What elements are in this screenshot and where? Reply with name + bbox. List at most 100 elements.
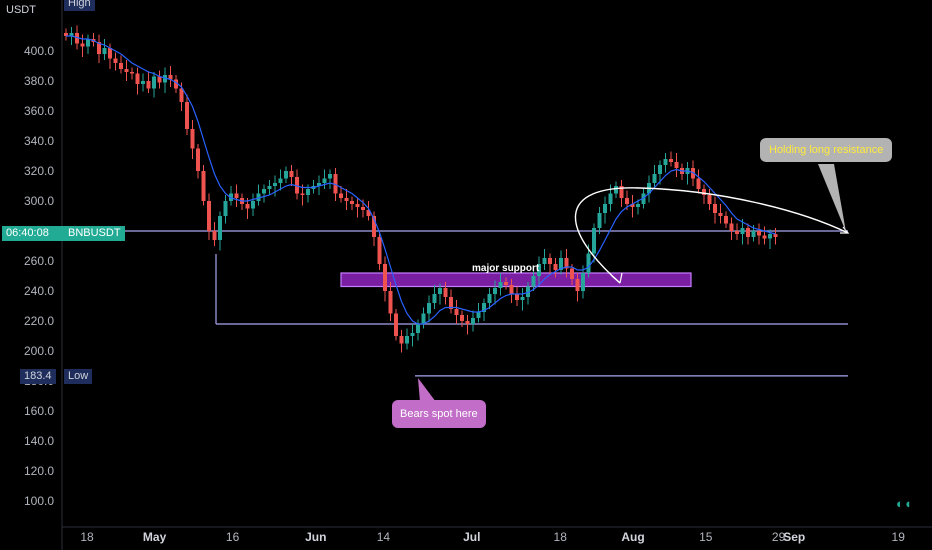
candle: [251, 193, 255, 216]
candle-body: [201, 171, 206, 201]
candle-body: [757, 231, 761, 236]
candle: [383, 256, 387, 302]
candle: [97, 34, 101, 63]
x-tick-label: Sep: [783, 530, 805, 544]
candle-body: [97, 42, 101, 54]
candle: [729, 217, 734, 240]
x-tick-label: 19: [892, 530, 906, 544]
candle-body: [773, 234, 778, 237]
candle-body: [278, 178, 283, 183]
y-tick-label: 120.0: [24, 464, 54, 478]
candle-body: [416, 324, 420, 333]
candle: [328, 169, 332, 189]
candle: [493, 280, 497, 305]
candle-body: [212, 231, 217, 240]
x-tick-label: May: [143, 530, 167, 544]
candle: [553, 258, 558, 278]
candle: [64, 28, 68, 41]
candle-body: [537, 264, 541, 276]
candle-body: [146, 81, 151, 89]
candle: [669, 151, 673, 167]
candle: [773, 228, 778, 245]
candle-body: [564, 258, 569, 269]
y-tick-label: 340.0: [24, 134, 54, 148]
candle-body: [707, 195, 712, 204]
candle: [663, 153, 668, 173]
candle-body: [179, 88, 184, 102]
candle: [707, 189, 712, 210]
low-tag: Low: [64, 369, 93, 384]
candle: [295, 169, 299, 200]
candle-body: [597, 213, 602, 228]
candle-body: [592, 228, 596, 254]
candle-body: [493, 288, 497, 294]
candle-body: [460, 315, 464, 321]
bears-callout[interactable]: Bears spot here: [392, 400, 486, 428]
candle-body: [729, 223, 734, 231]
y-tick-label: 380.0: [24, 74, 54, 88]
candle-body: [218, 216, 222, 240]
candle: [718, 204, 723, 224]
candle: [86, 34, 90, 54]
candle-body: [724, 216, 728, 224]
price-tag-symbol: BNBUSDT: [64, 226, 125, 241]
candle-body: [421, 313, 426, 324]
candle: [141, 73, 145, 92]
candle: [410, 324, 415, 347]
chart-grid: [61, 0, 932, 550]
candle: [212, 222, 217, 246]
candle: [487, 288, 492, 309]
candle: [416, 319, 420, 341]
horizontal-levels: [62, 230, 848, 377]
candle: [658, 160, 662, 185]
candle-body: [762, 235, 767, 239]
candle: [157, 70, 162, 89]
candle: [636, 199, 640, 215]
candle: [746, 223, 750, 245]
candle: [256, 184, 261, 206]
resistance-callout[interactable]: Holding long resistance: [760, 138, 893, 162]
candle-body: [388, 291, 393, 314]
candle: [388, 282, 393, 321]
candle: [262, 184, 266, 203]
candle-body: [234, 193, 239, 198]
candle: [119, 55, 123, 74]
candle: [218, 211, 222, 251]
candle: [575, 273, 580, 302]
candle: [196, 144, 200, 179]
candle: [366, 201, 371, 221]
candle-body: [542, 258, 547, 264]
candle-body: [658, 165, 662, 174]
candle-body: [735, 231, 739, 234]
candle-body: [718, 213, 723, 216]
candle-body: [432, 294, 437, 303]
candle: [449, 289, 453, 314]
candle: [355, 198, 360, 218]
candle-body: [306, 189, 310, 195]
candle: [702, 184, 706, 204]
candle-body: [740, 228, 745, 234]
candle-body: [108, 48, 112, 59]
candle: [229, 186, 233, 206]
x-tick-label: Jun: [305, 530, 326, 544]
candle-body: [366, 210, 371, 216]
candle-body: [102, 48, 107, 54]
candle-body: [575, 279, 580, 291]
candle: [597, 207, 602, 234]
y-axis: 400.0380.0360.0340.0320.0300.0280.0260.0…: [24, 44, 54, 508]
candle-body: [482, 303, 486, 312]
candle: [377, 231, 382, 270]
candle-body: [196, 148, 200, 171]
trend-arc: [574, 187, 849, 284]
candle: [509, 279, 514, 303]
candle: [537, 256, 541, 285]
x-tick-label: 16: [226, 530, 240, 544]
candle: [185, 94, 189, 135]
candle-body: [696, 178, 701, 189]
y-tick-label: 360.0: [24, 104, 54, 118]
candle: [438, 283, 442, 305]
candle: [740, 219, 745, 245]
support-zone-rect: [340, 272, 692, 288]
candle-body: [636, 204, 640, 207]
